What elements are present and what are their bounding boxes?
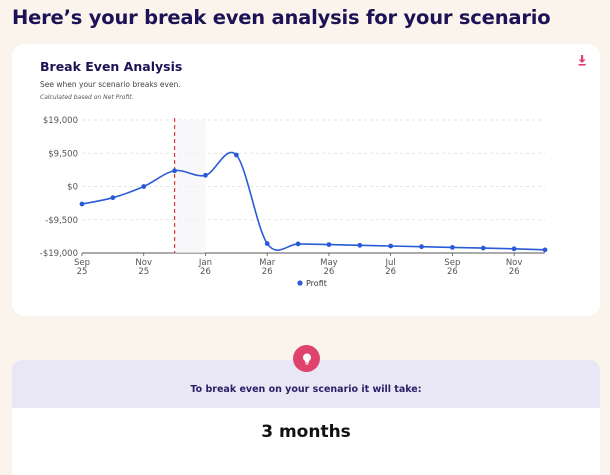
legend-marker xyxy=(297,280,303,286)
legend-label: Profit xyxy=(306,279,327,288)
profit-point xyxy=(203,172,208,178)
page-title: Here’s your break even analysis for your… xyxy=(12,6,551,29)
profit-point xyxy=(419,244,424,250)
x-tick-label: 26 xyxy=(447,267,458,277)
profit-point xyxy=(357,242,363,248)
profit-point xyxy=(110,195,116,201)
y-tick-label: $0 xyxy=(67,183,78,193)
profit-point xyxy=(388,243,394,249)
profit-point xyxy=(480,245,486,251)
x-tick-label: 26 xyxy=(385,267,396,277)
download-icon xyxy=(578,55,586,66)
result-card: To break even on your scenario it will t… xyxy=(12,360,600,475)
result-label: To break even on your scenario it will t… xyxy=(190,384,422,395)
result-value: 3 months xyxy=(261,422,351,442)
profit-point xyxy=(450,245,455,250)
profit-point xyxy=(542,247,548,253)
chart-note: Calculated based on Net Profit. xyxy=(40,94,134,101)
chart-subtitle: See when your scenario breaks even. xyxy=(40,80,181,89)
chart-card: Break Even Analysis See when your scenar… xyxy=(12,44,600,316)
y-tick-label: -$9,500 xyxy=(45,216,78,226)
lightbulb-icon xyxy=(302,353,311,364)
x-tick-label: 26 xyxy=(324,267,335,277)
x-tick-label: Jan xyxy=(198,258,212,268)
break-even-shade xyxy=(174,120,206,253)
x-tick-label: Sep xyxy=(74,258,90,268)
profit-point xyxy=(141,184,147,189)
x-tick-label: 26 xyxy=(262,267,273,277)
download-button[interactable] xyxy=(574,52,590,68)
x-tick-label: 25 xyxy=(77,267,88,277)
x-tick-label: Nov xyxy=(506,258,523,268)
break-even-chart: $19,000$9,500$0-$9,500-$19,000Sep25Nov25… xyxy=(40,116,548,288)
x-tick-label: Nov xyxy=(135,258,152,268)
profit-point xyxy=(511,246,517,252)
x-tick-label: Jul xyxy=(385,258,396,268)
y-tick-label: $19,000 xyxy=(43,116,78,126)
x-tick-label: 25 xyxy=(138,267,149,277)
x-tick-label: Sep xyxy=(444,258,460,268)
y-tick-label: -$19,000 xyxy=(40,249,78,259)
x-tick-label: 26 xyxy=(200,267,211,277)
chart-title: Break Even Analysis xyxy=(40,59,183,74)
profit-point xyxy=(79,201,85,207)
profit-line xyxy=(81,151,546,251)
profit-point xyxy=(326,242,332,248)
y-tick-label: $9,500 xyxy=(48,149,78,159)
profit-point xyxy=(172,168,178,174)
tip-badge xyxy=(293,345,320,372)
x-tick-label: Mar xyxy=(259,258,276,268)
profit-point xyxy=(264,241,270,246)
x-tick-label: 26 xyxy=(509,267,520,277)
x-tick-label: May xyxy=(320,258,338,268)
profit-point xyxy=(233,152,239,158)
profit-point xyxy=(295,241,301,247)
